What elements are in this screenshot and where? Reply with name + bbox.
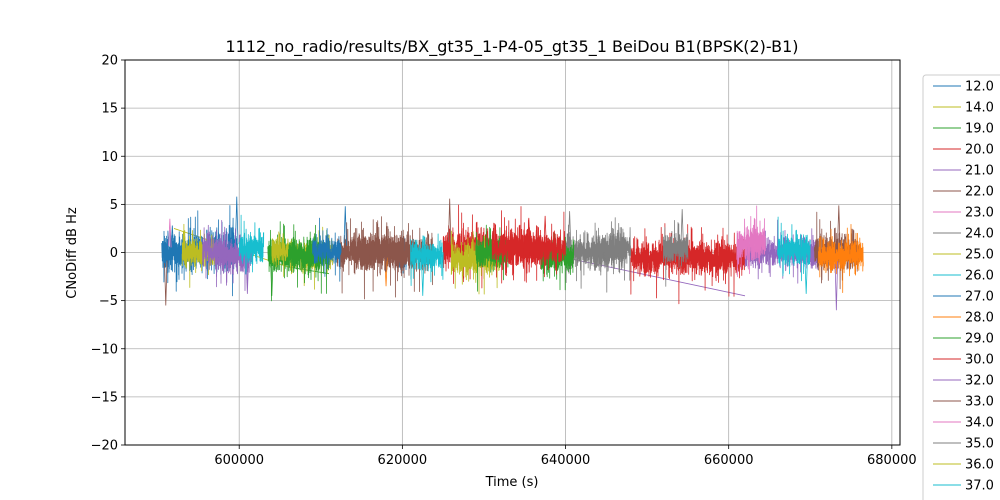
x-tick-label: 600000 bbox=[214, 453, 264, 468]
series-line-26.0 bbox=[410, 233, 444, 287]
legend-entry: 37.0 bbox=[965, 479, 994, 494]
chart-title: 1112_no_radio/results/BX_gt35_1-P4-05_gt… bbox=[225, 37, 798, 57]
legend: 12.0 14.0 19.0 20.0 21.0 22.0 23.0 24.0 25.0 26.0… bbox=[922, 74, 1000, 500]
series-spike-19.0 bbox=[270, 258, 274, 296]
series-line-37.0 bbox=[777, 216, 811, 282]
series-spike-22.0 bbox=[448, 198, 452, 245]
legend-entry: 24.0 bbox=[965, 227, 994, 242]
y-tick-label: 10 bbox=[101, 150, 118, 165]
series-spike-22.0 bbox=[837, 205, 841, 246]
y-tick-label: −10 bbox=[91, 342, 118, 357]
series-line-25.0 bbox=[450, 230, 501, 295]
series-30.0 bbox=[491, 210, 566, 282]
series-spike-21.0 bbox=[245, 258, 249, 294]
series-25.0 bbox=[450, 230, 501, 295]
legend-entry: 33.0 bbox=[965, 395, 994, 410]
legend-entry: 26.0 bbox=[965, 269, 994, 284]
legend-entry: 32.0 bbox=[965, 374, 994, 389]
y-tick-label: 5 bbox=[110, 198, 118, 213]
series-27.0 bbox=[312, 206, 347, 282]
x-axis-label: Time (s) bbox=[485, 475, 539, 490]
series-spike-12.0 bbox=[235, 196, 239, 245]
legend-entry: 29.0 bbox=[965, 332, 994, 347]
series-line-35.0 bbox=[597, 222, 632, 281]
series-37.0 bbox=[777, 216, 811, 282]
legend-box bbox=[922, 74, 1000, 500]
x-tick-label: 660000 bbox=[704, 453, 754, 468]
series-spike-22.0 bbox=[164, 260, 168, 306]
x-tick-label: 640000 bbox=[541, 453, 591, 468]
y-tick-label: 20 bbox=[101, 54, 118, 69]
x-tick-label: 620000 bbox=[378, 453, 428, 468]
legend-entry: 34.0 bbox=[965, 416, 994, 431]
legend-entry: 25.0 bbox=[965, 248, 994, 263]
series-group bbox=[161, 196, 864, 311]
y-tick-label: 0 bbox=[110, 246, 118, 261]
series-line-34.0 bbox=[748, 215, 766, 260]
legend-entry: 22.0 bbox=[965, 185, 994, 200]
y-tick-label: −20 bbox=[91, 439, 118, 454]
legend-entry: 20.0 bbox=[965, 143, 994, 158]
series-33.0 bbox=[352, 216, 403, 298]
legend-entry: 36.0 bbox=[965, 458, 994, 473]
series-spike-32.0 bbox=[834, 261, 838, 311]
series-line-27.0 bbox=[312, 217, 342, 282]
series-spike-26.0 bbox=[804, 258, 808, 294]
series-line-30.0 bbox=[491, 210, 566, 282]
legend-entry: 19.0 bbox=[965, 122, 994, 137]
series-35.0 bbox=[597, 222, 632, 281]
series-spike-23.0 bbox=[168, 218, 172, 248]
series-spike-24.0 bbox=[567, 211, 572, 247]
legend-entry: 28.0 bbox=[965, 311, 994, 326]
series-36.0 bbox=[271, 231, 289, 277]
series-line-24.0 bbox=[663, 219, 689, 287]
series-line-20.0 bbox=[630, 223, 746, 305]
y-axis-label: CNoDiff dB Hz bbox=[65, 207, 80, 299]
y-tick-label: 15 bbox=[101, 102, 118, 117]
y-tick-label: −15 bbox=[91, 390, 118, 405]
legend-entry: 23.0 bbox=[965, 206, 994, 221]
series-line-33.0 bbox=[352, 216, 403, 298]
series-line-32.0 bbox=[202, 224, 228, 284]
plot-area: 600000 620000 640000 660000 680000 −20 −15 −10 −… bbox=[91, 54, 917, 469]
y-tick-label: −5 bbox=[99, 294, 118, 309]
series-26.0 bbox=[238, 214, 808, 296]
series-line-26.0 bbox=[238, 214, 265, 275]
legend-entry: 12.0 bbox=[965, 80, 994, 95]
series-spike-30.0 bbox=[543, 215, 547, 248]
series-spike-24.0 bbox=[680, 209, 684, 247]
legend-entry: 30.0 bbox=[965, 353, 994, 368]
x-tick-label: 680000 bbox=[867, 453, 917, 468]
series-line-28.0 bbox=[818, 223, 864, 294]
series-32.0 bbox=[202, 224, 838, 311]
series-34.0 bbox=[748, 215, 766, 260]
series-spike-12.0 bbox=[170, 225, 174, 249]
legend-entry: 35.0 bbox=[965, 437, 994, 452]
series-line-36.0 bbox=[271, 231, 289, 277]
legend-entry: 14.0 bbox=[965, 101, 994, 116]
series-spike-26.0 bbox=[421, 258, 425, 296]
series-spike-27.0 bbox=[343, 206, 347, 246]
legend-entry: 21.0 bbox=[965, 164, 994, 179]
legend-entry: 27.0 bbox=[965, 290, 994, 305]
